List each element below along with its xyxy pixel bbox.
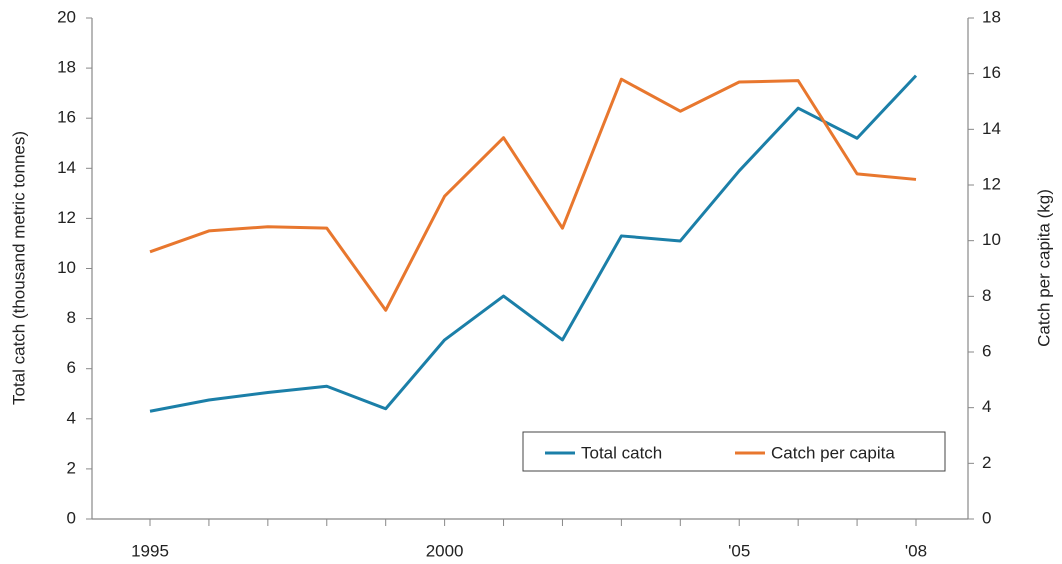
y-tick-label: 0 [67, 508, 76, 527]
y2-tick-label: 0 [982, 508, 991, 527]
legend-label: Catch per capita [771, 443, 895, 462]
y2-tick-label: 10 [982, 230, 1001, 249]
y-tick-label: 4 [67, 408, 76, 427]
y2-tick-label: 14 [982, 119, 1001, 138]
legend-label: Total catch [581, 443, 662, 462]
y-tick-label: 18 [57, 58, 76, 77]
y-tick-label: 12 [57, 208, 76, 227]
y2-tick-label: 18 [982, 7, 1001, 26]
y-tick-label: 8 [67, 308, 76, 327]
y2-tick-label: 2 [982, 453, 991, 472]
y2-tick-label: 16 [982, 63, 1001, 82]
series-line [149, 77, 917, 312]
y-tick-label: 14 [57, 158, 76, 177]
x-tick-label: 2000 [426, 541, 464, 560]
y-tick-label: 6 [67, 358, 76, 377]
y-tick-label: 16 [57, 108, 76, 127]
y2-tick-label: 6 [982, 341, 991, 360]
y2-tick-label: 4 [982, 397, 991, 416]
x-tick-label: '08 [905, 541, 927, 560]
y-tick-label: 20 [57, 7, 76, 26]
legend-box [522, 431, 946, 472]
x-tick-label: 1995 [131, 541, 169, 560]
y2-tick-label: 12 [982, 174, 1001, 193]
x-tick-label: '05 [728, 541, 750, 560]
y2-axis-title: Catch per capita (kg) [1034, 189, 1053, 347]
y2-tick-label: 8 [982, 286, 991, 305]
series-line [149, 74, 918, 413]
y-tick-label: 2 [67, 458, 76, 477]
y-tick-label: 10 [57, 258, 76, 277]
y-axis-title: Total catch (thousand metric tonnes) [9, 131, 28, 405]
